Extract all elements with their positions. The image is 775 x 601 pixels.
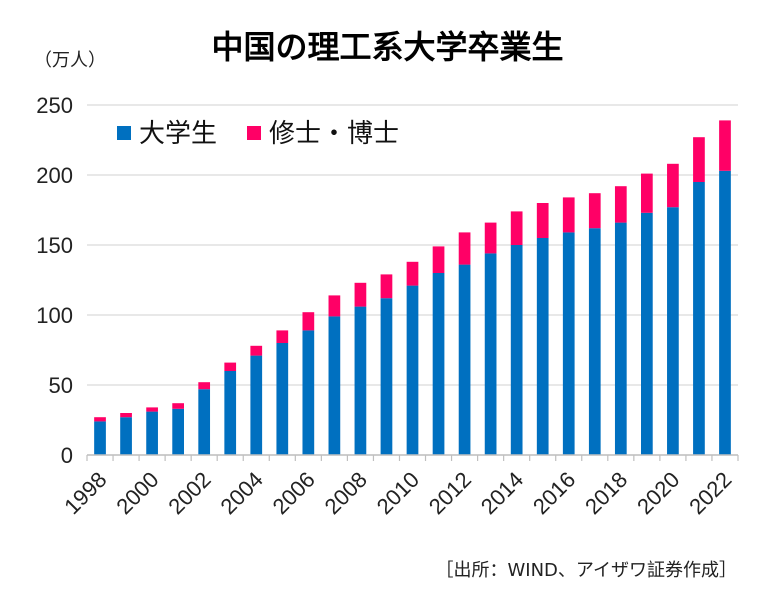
bar-undergrad-2003	[224, 371, 237, 455]
y-tick-label: 250	[36, 93, 73, 118]
y-tick-label: 0	[61, 443, 73, 468]
bar-graduate-2018	[614, 186, 627, 223]
bar-undergrad-2001	[172, 408, 184, 455]
bar-undergrad-2010	[406, 285, 419, 455]
chart-title: 中国の理工系大学卒業生	[211, 28, 564, 66]
x-tick-label: 1998	[59, 467, 111, 519]
x-tick-label: 2022	[684, 467, 736, 519]
bar-undergrad-2017	[588, 228, 601, 455]
bar-undergrad-2018	[614, 222, 627, 455]
bar-graduate-2005	[276, 330, 289, 343]
bar-undergrad-2008	[354, 306, 367, 455]
bar-graduate-2012	[458, 232, 471, 265]
bar-undergrad-1999	[120, 417, 132, 455]
legend-swatch-graduate	[247, 126, 261, 140]
bar-undergrad-2006	[302, 330, 315, 455]
bar-graduate-2010	[406, 261, 419, 286]
bar-graduate-2021	[693, 137, 705, 182]
bar-graduate-2019	[641, 173, 653, 213]
x-tick-label: 2002	[163, 467, 215, 519]
legend-swatch-undergrad	[117, 126, 131, 140]
y-tick-label: 150	[36, 233, 73, 258]
y-unit-label: （万人）	[34, 50, 106, 71]
x-tick-label: 2012	[424, 467, 476, 519]
source-note: ［出所：WIND、アイザワ証券作成］	[435, 560, 737, 581]
bar-undergrad-2005	[276, 343, 289, 455]
bar-undergrad-2012	[458, 264, 471, 455]
bar-undergrad-2000	[146, 411, 158, 455]
bar-graduate-2007	[328, 295, 341, 317]
bar-undergrad-2013	[484, 253, 497, 455]
bar-undergrad-2009	[380, 298, 393, 455]
bar-undergrad-2011	[432, 273, 445, 455]
bar-graduate-2009	[380, 274, 393, 299]
bar-graduate-2013	[484, 222, 497, 254]
bar-graduate-2016	[562, 197, 575, 233]
x-tick-label: 2004	[216, 467, 268, 519]
legend-label-undergrad: 大学生	[139, 119, 217, 149]
bar-graduate-2006	[302, 312, 315, 331]
x-tick-label: 2020	[632, 467, 684, 519]
legend-label-graduate: 修士・博士	[269, 119, 399, 149]
bar-graduate-2014	[510, 211, 523, 245]
bar-undergrad-2014	[510, 245, 523, 455]
y-tick-label: 200	[36, 163, 73, 188]
bar-graduate-1999	[120, 413, 132, 418]
x-tick-label: 2016	[528, 467, 580, 519]
bar-undergrad-1998	[94, 421, 106, 455]
bar-graduate-2022	[719, 120, 731, 171]
bar-graduate-2020	[667, 163, 679, 208]
x-tick-label: 2014	[476, 467, 528, 519]
bar-graduate-2001	[172, 403, 184, 409]
bar-graduate-2002	[198, 382, 211, 390]
x-tick-label: 2000	[111, 467, 163, 519]
bar-graduate-2000	[146, 407, 158, 412]
bar-undergrad-2002	[198, 389, 211, 455]
bar-graduate-2008	[354, 282, 367, 307]
bar-undergrad-2020	[667, 207, 679, 455]
bar-undergrad-2007	[328, 316, 341, 455]
bar-undergrad-2021	[693, 182, 705, 455]
x-tick-label: 2006	[268, 467, 320, 519]
bar-graduate-2015	[536, 203, 549, 238]
bar-graduate-1998	[94, 417, 106, 422]
y-tick-label: 100	[36, 303, 73, 328]
bar-undergrad-2022	[719, 170, 731, 456]
bar-undergrad-2004	[250, 355, 263, 455]
x-tick-label: 2010	[372, 467, 424, 519]
bar-undergrad-2016	[562, 232, 575, 455]
bar-undergrad-2015	[536, 238, 549, 455]
x-tick-label: 2018	[580, 467, 632, 519]
bar-graduate-2011	[432, 246, 445, 273]
y-tick-label: 50	[49, 373, 73, 398]
bar-graduate-2003	[224, 362, 237, 371]
x-tick-label: 2008	[320, 467, 372, 519]
bar-graduate-2017	[588, 193, 601, 229]
bar-graduate-2004	[250, 345, 263, 356]
bar-undergrad-2019	[641, 212, 653, 455]
